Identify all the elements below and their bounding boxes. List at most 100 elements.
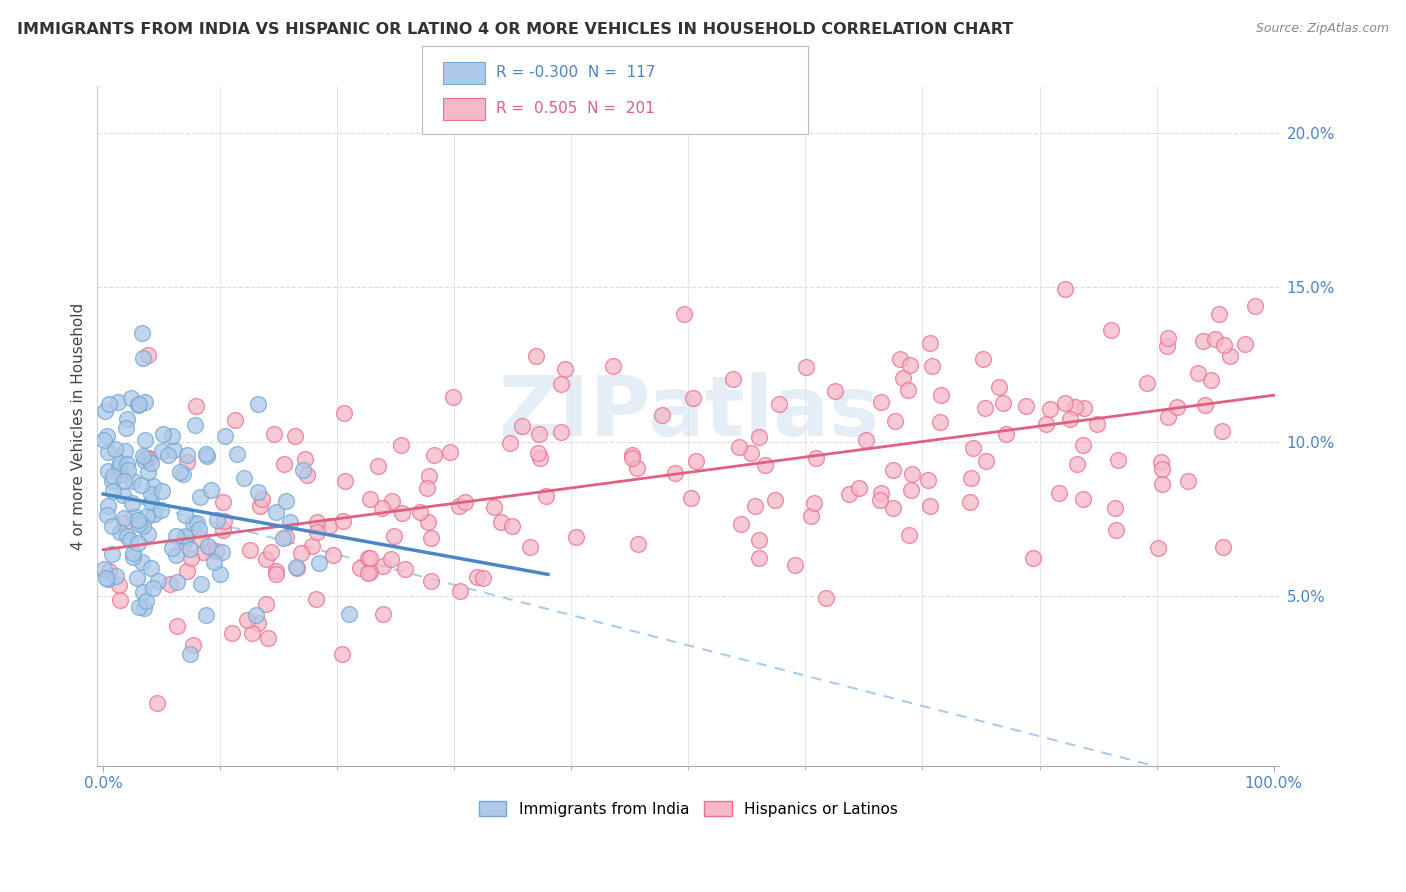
Point	[197, 539, 219, 553]
Point	[136, 347, 159, 361]
Point	[620, 448, 643, 462]
Point	[620, 450, 643, 465]
Point	[93, 562, 115, 576]
Point	[359, 565, 381, 579]
Point	[117, 463, 139, 477]
Point	[991, 395, 1014, 409]
Point	[152, 426, 174, 441]
Point	[1211, 424, 1233, 438]
Point	[105, 569, 128, 583]
Point	[626, 461, 648, 475]
Point	[901, 467, 924, 482]
Point	[221, 626, 243, 640]
Point	[166, 618, 188, 632]
Point	[848, 481, 870, 495]
Point	[181, 516, 204, 531]
Point	[1054, 396, 1077, 410]
Point	[748, 430, 770, 444]
Point	[1150, 455, 1173, 469]
Point	[94, 572, 117, 586]
Point	[627, 537, 650, 551]
Point	[188, 490, 211, 504]
Point	[1085, 417, 1108, 431]
Point	[740, 446, 762, 460]
Point	[212, 514, 235, 528]
Point	[146, 574, 169, 589]
Point	[190, 577, 212, 591]
Point	[898, 528, 921, 542]
Point	[110, 468, 132, 483]
Point	[371, 607, 394, 621]
Point	[1064, 401, 1087, 415]
Point	[896, 384, 918, 398]
Point	[173, 508, 195, 522]
Point	[117, 529, 139, 543]
Point	[273, 531, 295, 545]
Point	[104, 442, 127, 457]
Point	[422, 448, 444, 462]
Point	[103, 483, 125, 498]
Point	[305, 525, 328, 540]
Point	[333, 406, 356, 420]
Point	[1054, 282, 1077, 296]
Point	[96, 508, 118, 522]
Point	[184, 417, 207, 432]
Point	[295, 467, 318, 482]
Point	[1059, 411, 1081, 425]
Point	[920, 499, 942, 513]
Point	[246, 616, 269, 631]
Point	[122, 546, 145, 560]
Point	[134, 434, 156, 448]
Point	[179, 648, 201, 662]
Point	[101, 519, 124, 533]
Point	[499, 436, 522, 450]
Point	[129, 516, 152, 530]
Point	[1015, 399, 1038, 413]
Point	[536, 489, 558, 503]
Point	[472, 571, 495, 585]
Point	[211, 544, 233, 558]
Point	[195, 449, 218, 463]
Point	[333, 475, 356, 489]
Point	[131, 326, 153, 341]
Text: Source: ZipAtlas.com: Source: ZipAtlas.com	[1256, 22, 1389, 36]
Point	[285, 559, 308, 574]
Point	[127, 535, 149, 549]
Point	[723, 372, 745, 386]
Point	[359, 491, 381, 506]
Point	[501, 519, 523, 533]
Point	[1021, 550, 1043, 565]
Point	[337, 607, 360, 621]
Point	[159, 576, 181, 591]
Point	[664, 467, 686, 481]
Point	[1244, 299, 1267, 313]
Point	[132, 518, 155, 533]
Point	[1099, 323, 1122, 337]
Point	[1208, 307, 1230, 321]
Point	[1233, 336, 1256, 351]
Point	[301, 539, 323, 553]
Point	[420, 574, 443, 588]
Point	[972, 351, 994, 366]
Point	[114, 444, 136, 458]
Point	[330, 647, 353, 661]
Point	[121, 550, 143, 565]
Point	[381, 494, 404, 508]
Point	[115, 457, 138, 471]
Point	[254, 597, 277, 611]
Point	[236, 613, 259, 627]
Point	[200, 543, 222, 558]
Point	[510, 418, 533, 433]
Point	[730, 517, 752, 532]
Point	[97, 572, 120, 586]
Point	[257, 631, 280, 645]
Point	[120, 392, 142, 406]
Point	[449, 584, 471, 599]
Point	[246, 397, 269, 411]
Point	[824, 384, 846, 399]
Point	[143, 508, 166, 522]
Point	[785, 558, 807, 573]
Point	[165, 549, 187, 563]
Point	[245, 607, 267, 622]
Point	[408, 505, 430, 519]
